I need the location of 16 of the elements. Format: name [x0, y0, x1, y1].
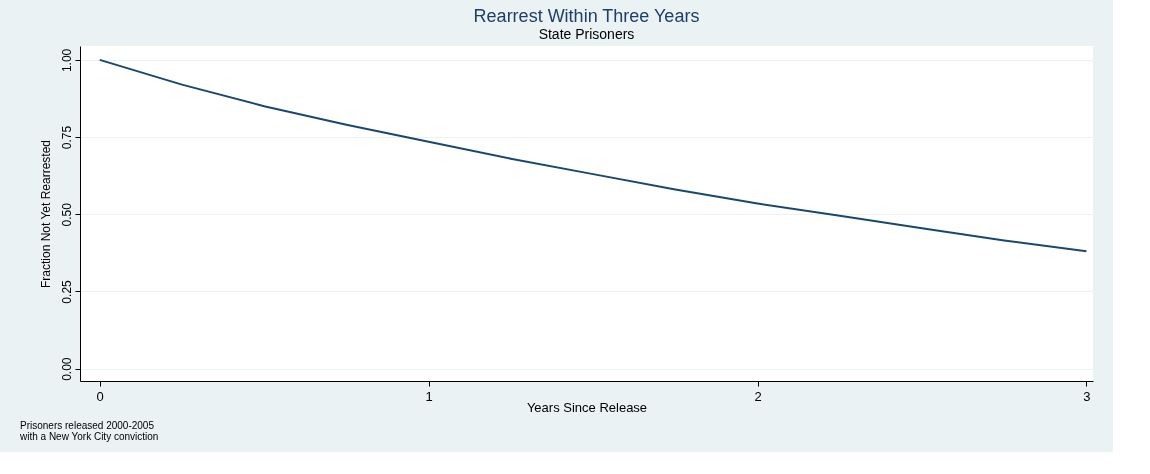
chart-title: Rearrest Within Three Years: [473, 6, 700, 26]
x-tick-label: 3: [1083, 388, 1091, 404]
y-tick-label: 1.00: [59, 48, 74, 73]
y-tick-label: 0.50: [59, 202, 74, 227]
text: Prisoners released 2000-2005: [20, 420, 155, 431]
line-series: [98, 58, 1088, 253]
y-axis-title: Fraction Not Yet Rearrested: [38, 139, 53, 289]
chart-subtitle: State Prisoners: [538, 26, 635, 42]
x-axis-title: Years Since Release: [526, 399, 648, 415]
x-tick-label: 0: [96, 388, 104, 404]
y-tick-label: 0.00: [59, 357, 74, 381]
y-tick-label: 0.25: [59, 279, 74, 304]
text: with a New York City conviction: [19, 431, 159, 442]
x-tick-label: 2: [754, 388, 762, 404]
x-tick-label: 1: [425, 388, 433, 404]
y-tick-label: 0.75: [59, 125, 74, 150]
